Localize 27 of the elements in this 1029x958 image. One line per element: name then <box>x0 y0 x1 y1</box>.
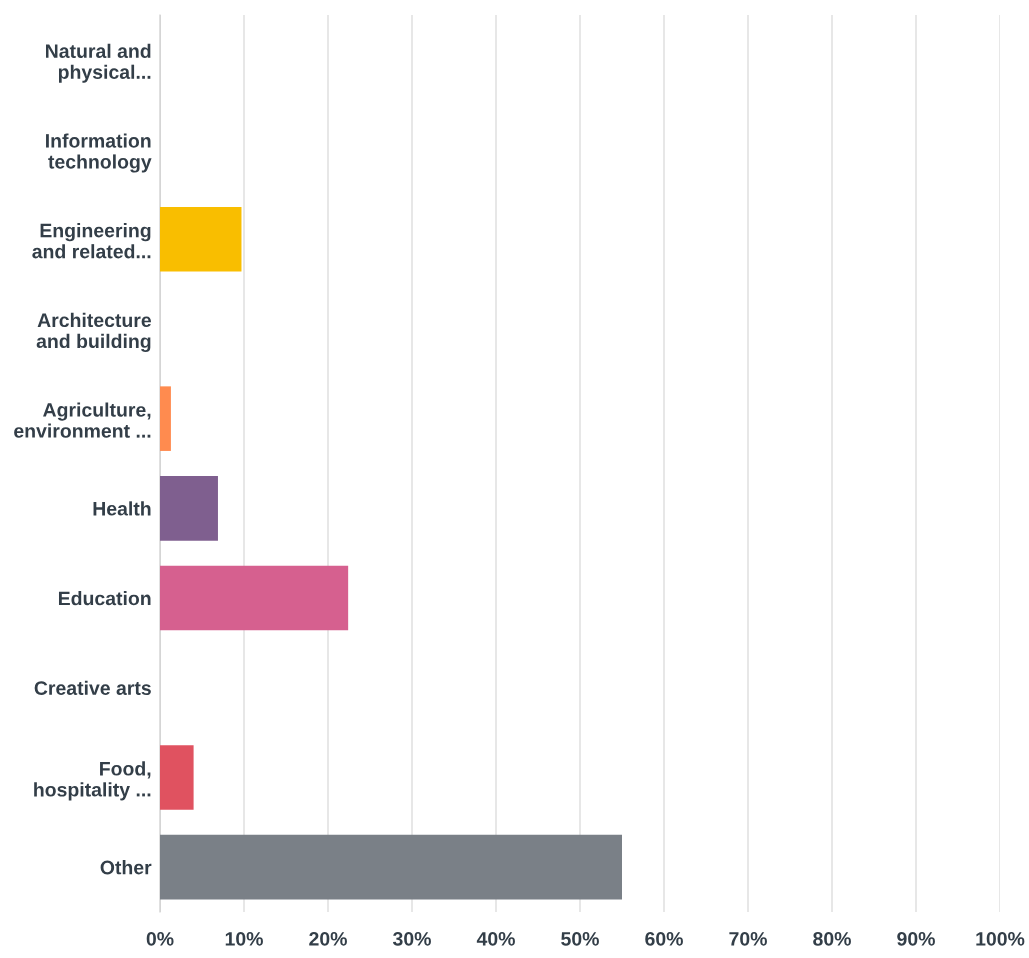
x-tick-label: 60% <box>645 931 683 946</box>
y-tick-label: Natural and physical... <box>46 43 151 83</box>
bar <box>160 386 171 451</box>
y-tick-label: Information technology <box>46 133 152 173</box>
y-tick-label: Health <box>93 501 151 516</box>
x-tick-label: 100% <box>976 931 1025 946</box>
bar <box>160 476 218 541</box>
x-tick-label: 0% <box>146 931 174 946</box>
x-tick-label: 40% <box>476 931 515 946</box>
x-tick-label: 90% <box>897 931 935 946</box>
y-tick-label: Agriculture, environment ... <box>14 402 151 438</box>
bar <box>160 745 194 810</box>
y-tick-label: Engineering and related... <box>32 223 151 259</box>
x-tick-label: 70% <box>729 931 767 946</box>
x-tick-label: 80% <box>813 931 851 946</box>
y-tick-label: Creative arts <box>34 680 151 695</box>
y-tick-label: Architecture and building <box>36 312 152 352</box>
x-tick-label: 10% <box>225 931 263 946</box>
x-tick-label: 50% <box>561 931 599 946</box>
bar <box>160 565 349 631</box>
bar <box>160 834 622 900</box>
bar <box>160 206 242 272</box>
y-tick-label: Education <box>58 591 151 606</box>
x-tick-label: 20% <box>309 931 347 946</box>
y-tick-label: Food, hospitality ... <box>34 761 151 801</box>
x-tick-label: 30% <box>392 931 431 946</box>
y-tick-label: Other <box>100 860 152 875</box>
